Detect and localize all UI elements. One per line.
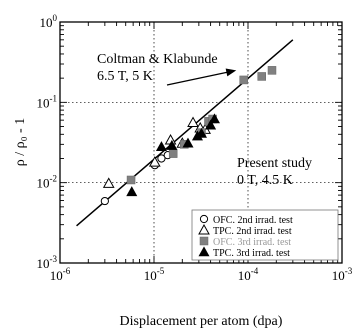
ofc-3rd-point <box>257 72 266 81</box>
ofc-3rd-point <box>239 75 248 85</box>
legend-marker-tpc-2nd <box>198 223 210 235</box>
tpc-2nd-point <box>102 177 115 188</box>
x-tick-label: 10-4 <box>238 266 259 283</box>
legend-label-tpc-3rd: TPC. 3rd irrad. test <box>213 248 290 259</box>
x-axis-title: Displacement per atom (dpa) <box>120 314 283 328</box>
annotation-arrow <box>166 71 229 86</box>
legend-marker-ofc-3rd <box>199 236 209 246</box>
legend-markers <box>198 214 210 257</box>
legend-box <box>191 209 339 261</box>
annotation-coltman-line1: Coltman & Klabunde <box>97 52 218 67</box>
tpc-3rd-point <box>205 119 217 130</box>
ofc-2nd-point <box>157 154 166 163</box>
annotation-present-line1: Present study <box>237 156 312 171</box>
y-tick-label: 10-2 <box>37 174 58 191</box>
legend-label-ofc-3rd: OFC. 3rd irrad. test <box>213 237 291 248</box>
y-tick-label: 10-1 <box>37 93 58 110</box>
legend: OFC. 2nd irrad. test TPC. 2nd irrad. tes… <box>191 209 339 261</box>
tpc-3rd-point <box>208 113 220 124</box>
fit-line <box>76 39 294 227</box>
x-tick-label: 10-3 <box>332 266 353 283</box>
legend-label-tpc-2nd: TPC. 2nd irrad. test <box>213 226 292 237</box>
tpc-3rd-point <box>155 141 167 152</box>
tpc-3rd-point <box>126 186 138 197</box>
legend-marker-tpc-3rd <box>198 246 210 257</box>
x-tick-label: 10-5 <box>144 266 165 283</box>
ofc-3rd-point <box>168 149 178 158</box>
legend-marker-ofc-2nd <box>199 214 209 224</box>
annotation-coltman-line2: 6.5 T, 5 K <box>97 69 153 84</box>
tpc-2nd-point <box>187 116 199 128</box>
tick-labels: 10-6 10-5 10-4 10-3 100 10-1 10-2 10-3 <box>37 13 353 283</box>
y-axis-title: ρ / ρ₀ - 1 <box>13 118 28 166</box>
ofc-3rd-point <box>267 66 277 75</box>
annotation-arrowhead <box>225 68 237 77</box>
tpc-3rd-point <box>166 139 178 150</box>
data-points <box>100 66 277 206</box>
tpc-3rd-point <box>195 127 207 138</box>
x-tick-label: 10-6 <box>50 266 71 283</box>
y-tick-label: 10-3 <box>37 254 58 271</box>
legend-label-ofc-2nd: OFC. 2nd irrad. test <box>213 215 293 226</box>
y-tick-label: 100 <box>40 13 58 30</box>
ofc-3rd-point <box>126 175 136 185</box>
tpc-3rd-point <box>182 137 194 148</box>
ofc-2nd-point <box>100 196 109 206</box>
tpc-2nd-point <box>148 156 161 167</box>
plot-frame <box>59 21 343 264</box>
axis-ticks <box>59 21 343 264</box>
annotation-present-line2: 0 T, 4.5 K <box>237 173 293 188</box>
